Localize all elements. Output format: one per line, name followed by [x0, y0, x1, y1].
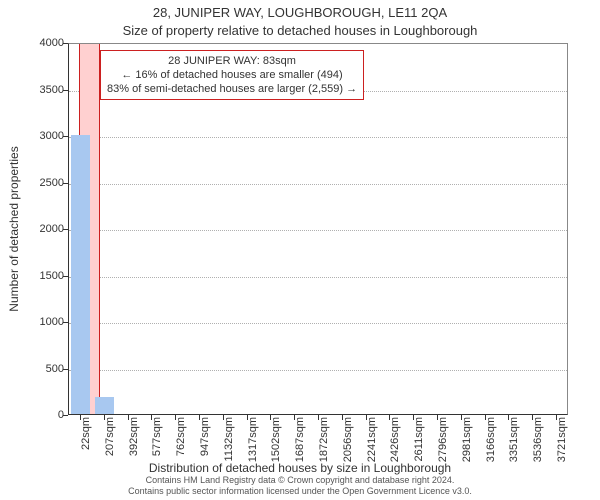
gridline — [69, 137, 567, 138]
annotation-line: 83% of semi-detached houses are larger (… — [107, 82, 357, 96]
y-tick-label: 1500 — [14, 271, 64, 282]
x-tick-label: 1132sqm — [223, 417, 235, 461]
y-tick-label: 4000 — [14, 38, 64, 49]
gridline — [69, 184, 567, 185]
x-tick-label: 392sqm — [128, 417, 140, 456]
x-tick-label: 577sqm — [151, 417, 163, 456]
y-tick-mark — [63, 415, 68, 416]
histogram-bar — [95, 397, 114, 414]
y-tick-label: 0 — [14, 410, 64, 421]
x-tick-label: 1687sqm — [294, 417, 306, 462]
y-tick-label: 3500 — [14, 85, 64, 96]
y-tick-label: 2000 — [14, 224, 64, 235]
footer-line2: Contains public sector information licen… — [0, 486, 600, 497]
x-tick-label: 3351sqm — [508, 417, 520, 462]
chart-container: 28, JUNIPER WAY, LOUGHBOROUGH, LE11 2QA … — [0, 0, 600, 500]
x-tick-label: 3536sqm — [532, 417, 544, 462]
y-tick-label: 500 — [14, 364, 64, 375]
x-tick-label: 2426sqm — [389, 417, 401, 462]
y-tick-label: 3000 — [14, 131, 64, 142]
chart-title-line1: 28, JUNIPER WAY, LOUGHBOROUGH, LE11 2QA — [0, 5, 600, 20]
x-tick-label: 3721sqm — [556, 417, 568, 462]
x-tick-label: 22sqm — [80, 417, 92, 450]
x-tick-label: 3166sqm — [485, 417, 497, 462]
chart-title-line2: Size of property relative to detached ho… — [0, 23, 600, 38]
x-tick-label: 762sqm — [175, 417, 187, 456]
x-tick-label: 1502sqm — [270, 417, 282, 462]
x-tick-label: 2056sqm — [342, 417, 354, 462]
gridline — [69, 277, 567, 278]
y-tick-label: 2500 — [14, 178, 64, 189]
x-tick-label: 947sqm — [199, 417, 211, 456]
x-tick-label: 2241sqm — [366, 417, 378, 462]
footer-text: Contains HM Land Registry data © Crown c… — [0, 475, 600, 497]
x-axis-label: Distribution of detached houses by size … — [0, 461, 600, 475]
histogram-bar — [71, 135, 90, 414]
x-tick-label: 1317sqm — [247, 417, 259, 462]
footer-line1: Contains HM Land Registry data © Crown c… — [0, 475, 600, 486]
gridline — [69, 370, 567, 371]
annotation-box: 28 JUNIPER WAY: 83sqm← 16% of detached h… — [100, 50, 364, 100]
gridline — [69, 323, 567, 324]
x-tick-label: 207sqm — [104, 417, 116, 456]
x-tick-label: 2796sqm — [437, 417, 449, 462]
annotation-line: ← 16% of detached houses are smaller (49… — [107, 68, 357, 82]
x-tick-label: 2611sqm — [413, 417, 425, 461]
annotation-line: 28 JUNIPER WAY: 83sqm — [107, 54, 357, 68]
x-tick-label: 2981sqm — [461, 417, 473, 462]
gridline — [69, 230, 567, 231]
x-tick-label: 1872sqm — [318, 417, 330, 462]
y-tick-label: 1000 — [14, 317, 64, 328]
